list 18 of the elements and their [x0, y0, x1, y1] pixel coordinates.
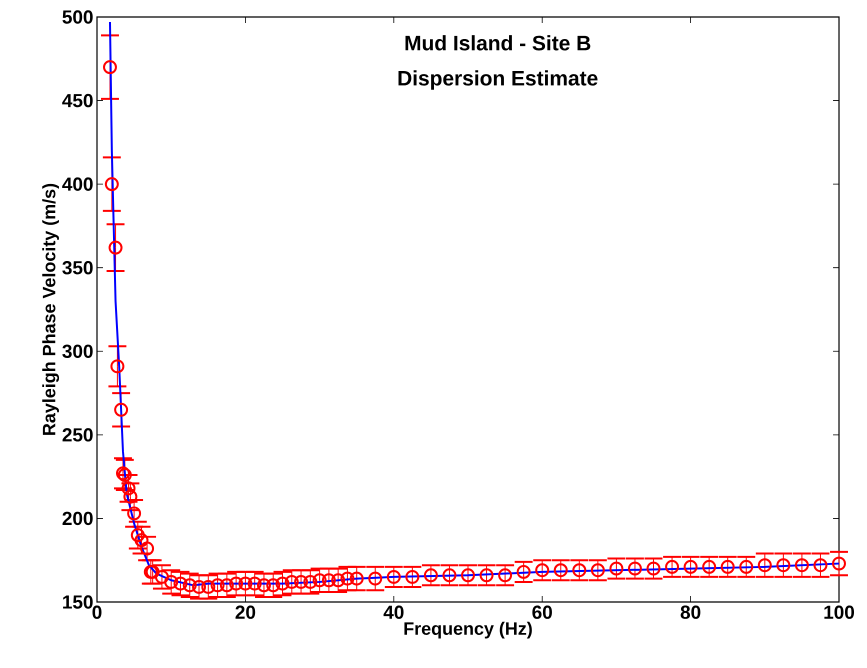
y-tick-label: 250 [62, 428, 93, 442]
y-tick-label: 500 [62, 10, 93, 24]
x-axis-title: Frequency (Hz) [404, 622, 532, 638]
text: Mud Island - Site B [406, 35, 590, 50]
x-tick-label: 0 [92, 606, 102, 619]
y-tick-label: 200 [62, 512, 93, 526]
x-tick-label: 80 [680, 606, 700, 619]
y-tick-label: 450 [62, 94, 93, 108]
y-tick-label: 300 [62, 344, 93, 358]
x-tick-label: 60 [532, 606, 552, 619]
y-tick-label: 150 [63, 595, 93, 609]
y-tick-label: 400 [62, 177, 93, 191]
y-axis-title: Rayleigh Phase Velocity (m/s) [42, 184, 60, 435]
x-tick-label: 40 [384, 606, 404, 619]
text: Dispersion Estimate [398, 70, 598, 90]
x-tick-label: 100 [824, 606, 854, 619]
x-tick-label: 20 [236, 606, 256, 619]
y-tick-label: 350 [62, 260, 93, 274]
